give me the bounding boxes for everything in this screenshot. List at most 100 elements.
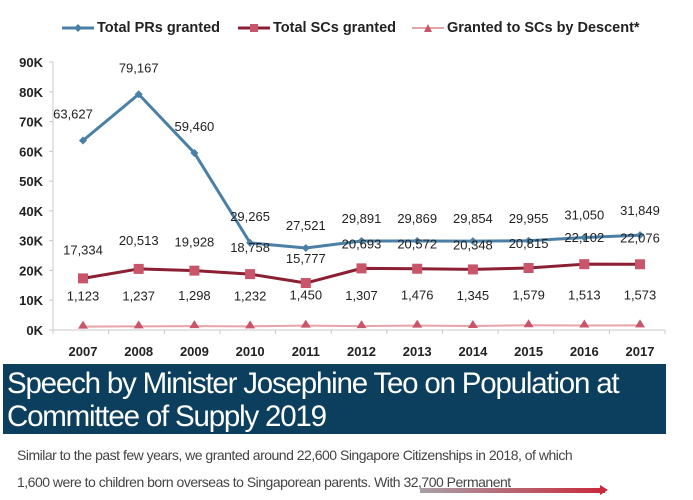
data-label: 1,579 xyxy=(512,287,545,302)
data-label: 29,891 xyxy=(342,211,382,226)
arrow-head-icon xyxy=(600,485,608,495)
speech-title-banner: Speech by Minister Josephine Teo on Popu… xyxy=(3,364,666,434)
legend-triangle-line-icon xyxy=(412,24,444,32)
data-point-square xyxy=(523,263,534,274)
data-label: 31,050 xyxy=(564,208,604,223)
data-label: 20,572 xyxy=(397,237,437,252)
x-tick-label: 2014 xyxy=(458,344,488,359)
data-label: 18,758 xyxy=(230,240,270,255)
legend-item-descent: Granted to SCs by Descent* xyxy=(412,20,640,36)
arrow-shaft xyxy=(420,488,605,493)
data-point-square xyxy=(300,278,311,289)
data-label: 29,869 xyxy=(397,211,437,226)
data-label: 1,476 xyxy=(401,288,434,303)
data-point-square xyxy=(245,269,256,280)
legend-label-prs: Total PRs granted xyxy=(97,20,220,36)
legend-diamond-line-icon xyxy=(62,24,94,32)
data-label: 63,627 xyxy=(53,107,93,122)
data-label: 27,521 xyxy=(286,218,326,233)
data-point-diamond xyxy=(468,237,477,246)
data-point-square xyxy=(467,264,478,275)
data-point-square xyxy=(78,273,88,284)
data-point-diamond xyxy=(190,148,199,157)
data-point-diamond xyxy=(357,236,366,245)
data-point-diamond xyxy=(246,238,255,247)
data-label: 1,450 xyxy=(290,288,323,303)
y-tick-label: 90K xyxy=(19,55,43,70)
x-tick-label: 2009 xyxy=(180,344,209,359)
legend-item-scs: Total SCs granted xyxy=(238,20,396,36)
data-point-square xyxy=(412,263,423,274)
data-label: 1,307 xyxy=(345,288,378,303)
y-tick-label: 20K xyxy=(19,263,43,278)
y-tick-label: 50K xyxy=(19,174,43,189)
x-tick-label: 2015 xyxy=(514,344,543,359)
data-point-diamond xyxy=(134,90,143,99)
y-tick-label: 60K xyxy=(19,144,43,159)
legend-square-line-icon xyxy=(238,24,270,32)
x-tick-label: 2012 xyxy=(347,344,376,359)
data-point-square xyxy=(189,265,200,276)
y-tick-label: 70K xyxy=(19,115,43,130)
x-tick-label: 2017 xyxy=(626,344,655,359)
data-label: 20,815 xyxy=(509,236,549,251)
data-point-triangle xyxy=(579,319,590,328)
data-point-diamond xyxy=(301,244,310,253)
data-point-diamond xyxy=(79,136,87,145)
data-label: 17,334 xyxy=(63,242,103,257)
x-tick-label: 2013 xyxy=(403,344,432,359)
data-label: 1,513 xyxy=(568,287,601,302)
data-label: 79,167 xyxy=(119,60,159,75)
data-label: 29,854 xyxy=(453,211,493,226)
data-label: 1,123 xyxy=(67,289,100,304)
data-point-triangle xyxy=(467,319,478,328)
legend-item-prs: Total PRs granted xyxy=(62,20,220,36)
data-label: 15,777 xyxy=(286,251,326,266)
data-point-diamond xyxy=(524,236,533,245)
data-point-diamond xyxy=(413,237,422,246)
data-point-diamond xyxy=(636,231,644,240)
x-tick-label: 2016 xyxy=(570,344,599,359)
data-label: 29,955 xyxy=(509,211,549,226)
data-label: 20,348 xyxy=(453,237,493,252)
data-label: 1,298 xyxy=(178,288,211,303)
data-point-triangle xyxy=(300,319,311,328)
line-chart: 0K 10K 20K 30K 40K 50K 60K 70K 80K 90K 2007 2008 200… xyxy=(19,55,666,359)
y-tick-label: 0K xyxy=(26,323,43,338)
data-label: 20,693 xyxy=(342,236,382,251)
data-point-square xyxy=(356,263,367,274)
data-label: 20,513 xyxy=(119,233,159,248)
paragraph-line-2: 1,600 were to children born overseas to … xyxy=(17,474,511,490)
data-label: 31,849 xyxy=(620,203,660,218)
data-label: 1,573 xyxy=(624,287,657,302)
banner-title-line-1: Speech by Minister Josephine Teo on Popu… xyxy=(7,367,620,400)
data-label: 1,232 xyxy=(234,288,267,303)
data-label: 29,265 xyxy=(230,209,270,224)
data-point-square xyxy=(133,263,144,274)
data-point-triangle xyxy=(245,320,256,329)
data-point-triangle xyxy=(133,320,144,329)
data-point-square xyxy=(579,259,590,270)
chart-legend: Total PRs granted Total SCs granted Gran… xyxy=(0,20,693,42)
data-point-triangle xyxy=(635,319,645,328)
data-point-triangle xyxy=(356,320,367,329)
data-point-triangle xyxy=(78,320,88,329)
y-tick-label: 80K xyxy=(19,85,43,100)
banner-title-line-2: Committee of Supply 2019 xyxy=(7,400,327,433)
y-tick-label: 30K xyxy=(19,234,43,249)
x-tick-label: 2008 xyxy=(124,344,153,359)
x-tick-label: 2011 xyxy=(292,344,320,359)
x-tick-label: 2007 xyxy=(69,344,98,359)
data-point-square xyxy=(635,259,645,270)
speech-paragraph: Similar to the past few years, we grante… xyxy=(17,442,687,496)
data-label: 1,345 xyxy=(457,288,490,303)
data-label: 22,102 xyxy=(564,230,604,245)
data-label: 19,928 xyxy=(175,235,215,250)
data-label: 1,237 xyxy=(122,288,155,303)
legend-label-scs: Total SCs granted xyxy=(273,20,396,36)
x-tick-label: 2010 xyxy=(236,344,265,359)
data-point-triangle xyxy=(189,320,200,329)
data-point-diamond xyxy=(580,233,589,242)
data-point-triangle xyxy=(523,319,534,328)
y-tick-label: 10K xyxy=(19,293,43,308)
